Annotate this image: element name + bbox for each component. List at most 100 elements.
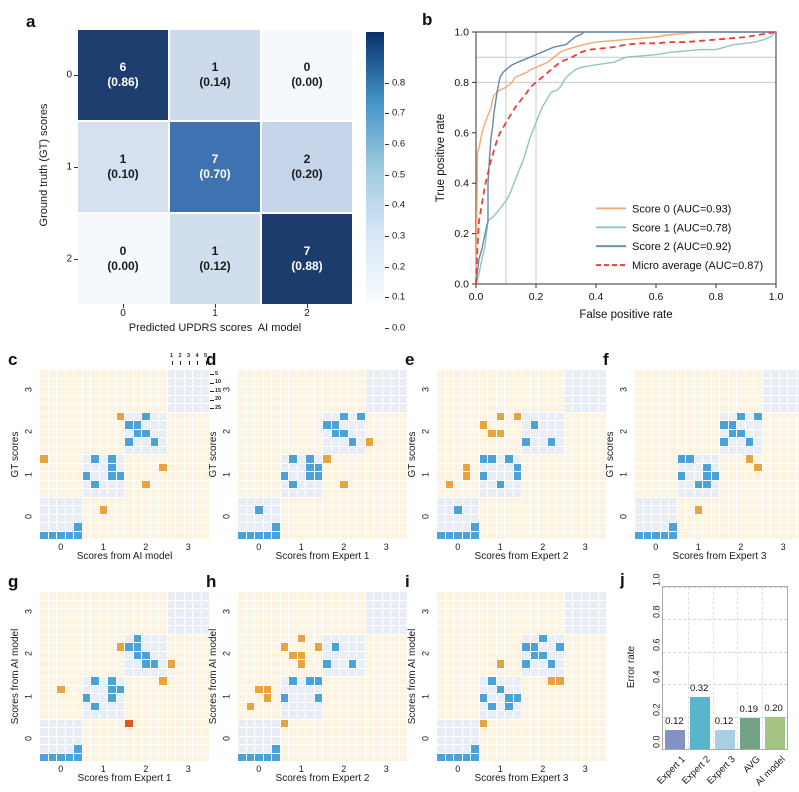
grid-cell <box>547 480 555 488</box>
grid-cell <box>246 677 254 685</box>
y-tick-label: 2 <box>66 253 72 265</box>
grid-cell <box>193 370 201 378</box>
grid-cell <box>496 404 504 412</box>
grid-cell <box>201 412 209 420</box>
grid-cell <box>556 694 564 702</box>
grid-cell <box>91 395 99 403</box>
grid-cell <box>635 429 643 437</box>
grid-cell <box>771 463 779 471</box>
grid-cell <box>40 514 48 522</box>
grid-cell <box>669 472 677 480</box>
disagreement-mark <box>314 643 322 651</box>
grid-cell <box>496 617 504 625</box>
grid-cell <box>57 728 65 736</box>
grid-cell <box>184 489 192 497</box>
grid-cell <box>391 694 399 702</box>
grid-cell <box>340 660 348 668</box>
grid-cell <box>365 412 373 420</box>
grid-cell <box>280 378 288 386</box>
grid-cell <box>382 617 390 625</box>
grid-cell <box>479 660 487 668</box>
grid-cell <box>65 609 73 617</box>
agreement-mark <box>108 472 116 480</box>
grid-cell <box>323 370 331 378</box>
grid-cell <box>771 523 779 531</box>
grid-cell <box>263 455 271 463</box>
grid-cell <box>348 643 356 651</box>
grid-cell <box>694 438 702 446</box>
grid-cell <box>796 412 799 420</box>
grid-cell <box>539 753 547 761</box>
grid-cell <box>399 711 407 719</box>
grid-cell <box>754 370 762 378</box>
grid-cell <box>65 446 73 454</box>
grid-cell <box>530 472 538 480</box>
grid-cell <box>272 387 280 395</box>
grid-cell <box>74 702 82 710</box>
agreement-mark <box>40 531 48 539</box>
grid-cell <box>348 677 356 685</box>
grid-cell <box>788 387 796 395</box>
grid-cell <box>40 472 48 480</box>
grid-cell <box>99 531 107 539</box>
grid-cell <box>382 438 390 446</box>
disagreement-mark <box>116 412 124 420</box>
grid-cell <box>437 719 445 727</box>
grid-cell <box>193 404 201 412</box>
grid-cell <box>108 643 116 651</box>
grid-cell <box>167 455 175 463</box>
grid-cell <box>297 745 305 753</box>
grid-cell <box>331 378 339 386</box>
grid-cell <box>297 643 305 651</box>
disagreement-mark <box>125 719 133 727</box>
grid-cell <box>40 711 48 719</box>
grid-cell <box>445 711 453 719</box>
grid-cell <box>652 395 660 403</box>
grid-cell <box>306 626 314 634</box>
agreement-mark <box>314 694 322 702</box>
grid-cell <box>374 480 382 488</box>
grid-cell <box>454 523 462 531</box>
grid-cell <box>280 685 288 693</box>
grid-cell <box>660 489 668 497</box>
grid-cell <box>314 446 322 454</box>
agreement-mark <box>65 531 73 539</box>
grid-cell <box>48 472 56 480</box>
grid-cell <box>74 600 82 608</box>
grid-cell <box>65 378 73 386</box>
grid-cell <box>48 463 56 471</box>
grid-cell <box>462 634 470 642</box>
grid-cell <box>314 429 322 437</box>
grid-cell <box>65 711 73 719</box>
grid-cell <box>238 421 246 429</box>
grid-cell <box>382 685 390 693</box>
grid-cell <box>437 370 445 378</box>
grid-cell <box>643 395 651 403</box>
grid-cell <box>488 600 496 608</box>
grid-cell <box>263 480 271 488</box>
grid-cell <box>437 480 445 488</box>
grid-cell <box>167 617 175 625</box>
grid-cell <box>365 600 373 608</box>
grid-cell <box>184 677 192 685</box>
grid-cell <box>150 387 158 395</box>
matrix-cell: 1 (0.12) <box>170 214 260 304</box>
grid-cell <box>65 455 73 463</box>
grid-cell <box>314 711 322 719</box>
grid-cell <box>167 626 175 634</box>
grid-cell <box>323 609 331 617</box>
grid-cell <box>255 600 263 608</box>
grid-cell <box>331 677 339 685</box>
grid-cell <box>255 626 263 634</box>
grid-cell <box>437 745 445 753</box>
grid-cell <box>573 668 581 676</box>
grid-cell <box>391 429 399 437</box>
grid-cell <box>263 438 271 446</box>
grid-cell <box>108 395 116 403</box>
grid-cell <box>150 643 158 651</box>
agreement-mark <box>238 531 246 539</box>
grid-cell <box>635 412 643 420</box>
grid-cell <box>454 711 462 719</box>
grid-cell <box>556 497 564 505</box>
grid-cell <box>184 685 192 693</box>
